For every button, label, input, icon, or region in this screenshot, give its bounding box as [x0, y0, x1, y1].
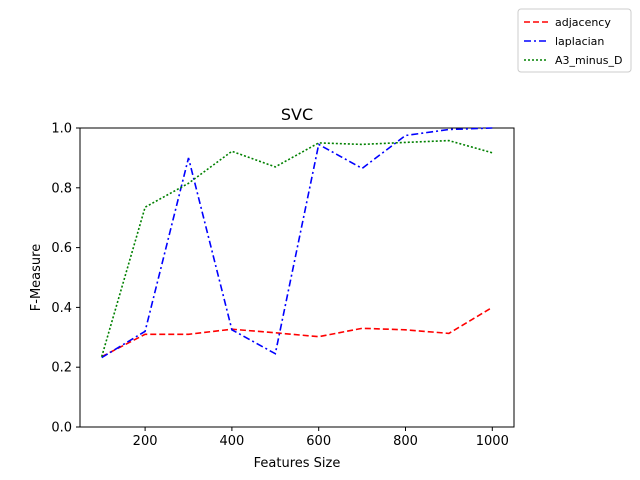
x-tick-label: 600: [306, 434, 331, 449]
legend-label: adjacency: [555, 16, 611, 29]
y-axis-ticks: 0.0 0.2 0.4 0.6 0.8 1.0: [51, 122, 80, 436]
y-tick-label: 0.2: [51, 361, 72, 376]
series-line-adjacency: [101, 306, 493, 358]
legend: adjacency laplacian A3_minus_D: [517, 8, 632, 73]
y-tick-label: 0.6: [51, 241, 72, 256]
series-line-laplacian: [101, 127, 493, 359]
x-tick-label: 800: [393, 434, 418, 449]
y-axis-label: F-Measure: [29, 244, 44, 311]
legend-label: laplacian: [555, 35, 604, 48]
plot-area: [79, 127, 515, 428]
y-tick-label: 1.0: [51, 122, 72, 137]
chart-title: SVC: [281, 105, 313, 124]
y-tick-label: 0.8: [51, 181, 72, 196]
x-axis-label: Features Size: [254, 456, 341, 471]
y-tick-label: 0.0: [51, 421, 72, 436]
x-tick-label: 200: [133, 434, 158, 449]
legend-label: A3_minus_D: [555, 54, 622, 67]
series-layer: [100, 127, 493, 359]
x-axis-ticks: 200 400 600 800 1000: [133, 427, 509, 449]
x-tick-label: 400: [219, 434, 244, 449]
x-tick-label: 1000: [476, 434, 509, 449]
plot-frame: [79, 127, 515, 428]
series-line-A3_minus_D: [100, 139, 493, 357]
legend-box: [517, 8, 632, 73]
y-tick-label: 0.4: [51, 301, 72, 316]
